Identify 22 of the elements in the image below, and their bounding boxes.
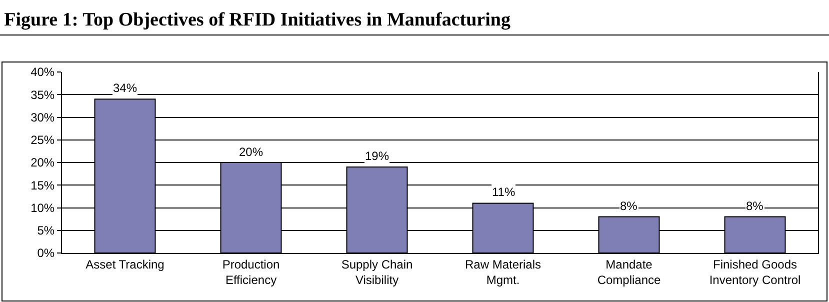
data-label: 8% bbox=[746, 199, 764, 213]
y-tick-label: 25% bbox=[30, 133, 55, 148]
data-label: 8% bbox=[620, 199, 638, 213]
y-tick-label: 0% bbox=[37, 246, 55, 260]
y-tick-label: 40% bbox=[30, 65, 55, 80]
x-tick-label: Asset Tracking bbox=[86, 257, 164, 272]
data-label: 20% bbox=[239, 145, 264, 159]
x-tick-label: Mandate Compliance bbox=[597, 257, 661, 287]
x-tick-label: Raw Materials Mgmt. bbox=[464, 257, 542, 287]
chart-title: Figure 1: Top Objectives of RFID Initiatives in Manufacturing bbox=[4, 9, 511, 30]
y-tick-label: 5% bbox=[37, 224, 55, 238]
data-label: 34% bbox=[113, 81, 138, 95]
x-tick-label: Finished Goods Inventory Control bbox=[709, 257, 801, 287]
x-tick-label: Production Efficiency bbox=[222, 257, 280, 287]
y-tick-label: 20% bbox=[30, 156, 55, 170]
data-label: 11% bbox=[492, 185, 516, 199]
y-tick-label: 15% bbox=[30, 178, 55, 192]
x-tick-label: Supply Chain Visibility bbox=[341, 257, 413, 287]
y-tick-label: 30% bbox=[30, 110, 55, 124]
data-label: 19% bbox=[365, 149, 390, 163]
y-tick-label: 35% bbox=[30, 88, 55, 102]
y-tick-label: 10% bbox=[30, 200, 55, 215]
